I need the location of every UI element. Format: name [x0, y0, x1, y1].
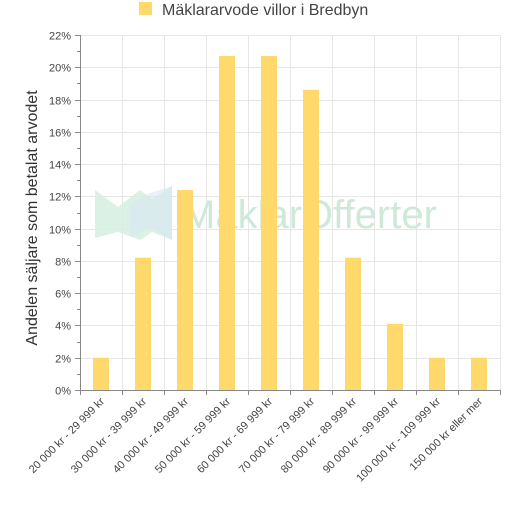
y-tick-label: 4%	[55, 321, 71, 333]
bar[interactable]	[387, 323, 403, 390]
x-tick-label: 150 000 kr eller mer	[407, 395, 485, 473]
x-tick-label: 50 000 kr - 59 999 kr	[153, 395, 233, 475]
x-tick-label: 80 000 kr - 89 999 kr	[279, 395, 359, 475]
x-tick-label: 40 000 kr - 49 999 kr	[111, 395, 191, 475]
bars	[93, 55, 487, 391]
bar[interactable]	[261, 55, 277, 391]
bar[interactable]	[135, 257, 151, 390]
y-tick-labels: 0% 2% 4% 6% 8% 10% 12% 14% 16% 18% 20% 22%	[49, 31, 71, 398]
y-tick-label: 6%	[55, 289, 71, 301]
y-tick-label: 8%	[55, 257, 71, 269]
y-tick-label: 16%	[49, 128, 71, 140]
bar[interactable]	[219, 55, 235, 391]
y-tick-label: 10%	[49, 225, 71, 237]
y-axis-label: Andelen säljare som betalat arvodet	[24, 90, 41, 346]
legend-label: Mäklararvode villor i Bredbyn	[162, 2, 368, 19]
legend-swatch	[139, 2, 152, 15]
y-tick-label: 20%	[49, 63, 71, 75]
x-tick-label: 90 000 kr - 99 999 kr	[321, 395, 401, 475]
bar[interactable]	[93, 357, 109, 390]
y-tick-label: 18%	[49, 96, 71, 108]
y-tick-label: 2%	[55, 354, 71, 366]
bar[interactable]	[303, 89, 319, 390]
axes	[75, 35, 501, 395]
y-tick-label: 12%	[49, 192, 71, 204]
x-tick-label: 20 000 kr - 29 999 kr	[27, 395, 107, 475]
x-tick-label: 70 000 kr - 79 999 kr	[237, 395, 317, 475]
bar[interactable]	[345, 257, 361, 390]
y-tick-label: 14%	[49, 160, 71, 172]
bar[interactable]	[471, 357, 487, 390]
bar[interactable]	[177, 189, 193, 390]
x-tick-label: 100 000 kr - 109 999 kr	[354, 395, 443, 484]
x-tick-label: 30 000 kr - 39 999 kr	[69, 395, 149, 475]
bar[interactable]	[429, 357, 445, 390]
legend[interactable]: Mäklararvode villor i Bredbyn	[139, 2, 368, 19]
x-tick-label: 60 000 kr - 69 999 kr	[195, 395, 275, 475]
y-tick-label: 22%	[49, 31, 71, 43]
y-tick-label: 0%	[55, 386, 71, 398]
